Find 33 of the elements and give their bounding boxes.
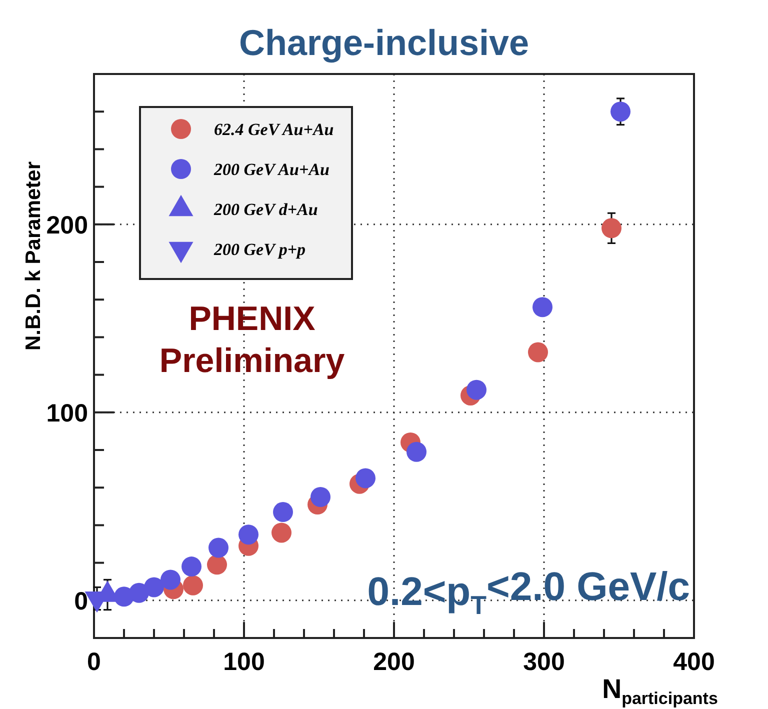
point <box>183 575 203 596</box>
legend-label: 62.4 GeV Au+Au <box>214 120 334 139</box>
annotation: 0.2<p$_{T}$<2.0 GeV/c <box>367 565 690 620</box>
point <box>310 487 330 507</box>
point <box>356 468 376 488</box>
legend-label: 200 GeV p+p <box>213 240 306 259</box>
y-axis-title: N.B.D. k Parameter <box>22 161 45 351</box>
x-axis-title: N$_{participants}$ <box>602 674 718 708</box>
y-tick-label: 200 <box>46 211 88 240</box>
point <box>238 524 258 545</box>
y-tick-label: 100 <box>46 399 88 428</box>
point <box>208 538 228 558</box>
point <box>207 554 227 575</box>
point <box>532 297 552 318</box>
point <box>610 102 630 122</box>
point <box>528 342 548 362</box>
point <box>272 522 292 543</box>
y-tick-label: 0 <box>74 587 88 616</box>
x-tick-label: 400 <box>673 648 715 676</box>
point <box>602 218 622 238</box>
x-tick-label: 300 <box>523 648 565 676</box>
x-tick-label: 100 <box>223 648 265 676</box>
annotation: PHENIX Preliminary <box>159 300 345 380</box>
point <box>273 502 293 522</box>
point <box>466 380 486 400</box>
chart-title: Charge-inclusive <box>238 22 530 63</box>
point <box>160 570 180 590</box>
x-tick-label: 200 <box>373 648 415 676</box>
legend-label: 200 GeV d+Au <box>213 200 318 219</box>
point <box>144 577 164 598</box>
point <box>182 556 202 577</box>
legend-label: 200 GeV Au+Au <box>213 160 330 179</box>
point <box>406 442 426 462</box>
